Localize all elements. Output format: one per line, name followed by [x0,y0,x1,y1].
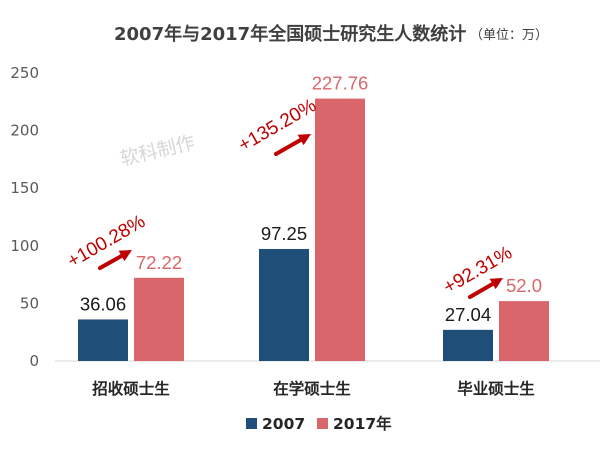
value-label-2017: 72.22 [136,252,182,273]
chart-title: 2007年与2017年全国硕士研究生人数统计 [114,23,466,45]
y-tick-label: 200 [10,122,39,140]
legend: 2007 2017年 [246,414,392,433]
legend-2007-label: 2007 [262,415,305,433]
axes: 0 50 100 150 200 250 招收硕士生 在学硕士生 毕业硕士生 [10,64,600,398]
growth-arrow-head [297,134,311,146]
bar-2017 [499,301,549,361]
x-category-label: 毕业硕士生 [457,379,535,398]
bar-2017 [315,98,365,361]
value-label-2007: 97.25 [261,223,307,244]
growth-arrow [274,136,306,156]
bar-2007 [78,319,128,361]
legend-2017-swatch [317,418,328,429]
value-label-2017: 52.0 [506,275,542,296]
growth-arrow-head [118,250,132,262]
y-tick-label: 50 [20,294,39,312]
x-category-label: 招收硕士生 [92,379,170,398]
y-tick-label: 250 [10,64,39,82]
value-label-2007: 27.04 [445,304,491,325]
watermark: 软科制作 [118,132,197,171]
value-label-2007: 36.06 [80,293,126,314]
bars [78,98,549,361]
bar-2007 [443,329,493,361]
chart-unit: （单位：万） [470,28,548,43]
legend-2007-swatch [246,418,257,429]
growth-arrow [98,252,127,270]
y-tick-label: 0 [29,352,39,370]
growth-label: +135.20% [235,95,320,156]
growth-arrow [468,280,498,299]
bar-2007 [259,248,309,361]
growth-arrow-head [489,278,503,290]
x-category-label: 在学硕士生 [273,379,351,398]
y-tick-label: 100 [10,237,39,255]
legend-2017-label: 2017年 [333,414,392,433]
growth-label: +92.31% [440,242,516,298]
value-labels: 36.06 72.22 97.25 227.76 27.04 52.0 [80,73,542,325]
y-tick-label: 150 [10,179,39,197]
bar-2017 [134,277,184,361]
value-label-2017: 227.76 [312,73,369,94]
